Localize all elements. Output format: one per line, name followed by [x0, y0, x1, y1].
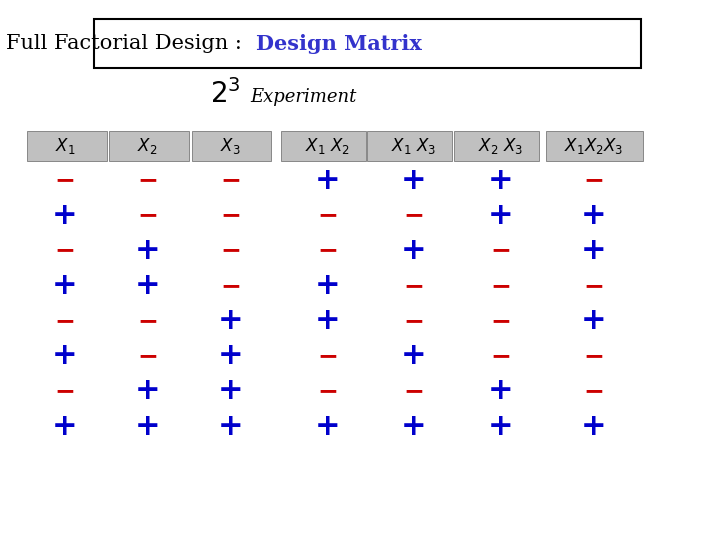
Text: +: + [401, 166, 427, 195]
Text: +: + [315, 166, 341, 195]
Text: −: − [583, 168, 605, 192]
Text: Design Matrix: Design Matrix [256, 33, 421, 54]
Text: $2^3$: $2^3$ [210, 79, 241, 110]
Text: −: − [54, 379, 76, 403]
Text: −: − [137, 309, 158, 333]
Text: +: + [401, 341, 427, 370]
Text: −: − [317, 239, 338, 262]
Text: −: − [403, 379, 425, 403]
Text: +: + [135, 411, 161, 441]
Text: +: + [315, 306, 341, 335]
Text: +: + [52, 201, 78, 230]
Text: −: − [220, 239, 241, 262]
Text: −: − [220, 204, 241, 227]
Text: +: + [487, 166, 513, 195]
Text: +: + [217, 376, 243, 406]
Text: −: − [490, 309, 511, 333]
FancyBboxPatch shape [192, 131, 271, 160]
Text: $\mathit{X}_2$: $\mathit{X}_2$ [138, 136, 158, 156]
Text: $\mathit{X}_2\ \mathit{X}_3$: $\mathit{X}_2\ \mathit{X}_3$ [478, 136, 523, 156]
Text: −: − [490, 344, 511, 368]
Text: +: + [487, 201, 513, 230]
Text: −: − [583, 379, 605, 403]
Text: +: + [401, 236, 427, 265]
Text: +: + [581, 411, 607, 441]
Text: −: − [490, 274, 511, 298]
Text: $\mathit{X}_3$: $\mathit{X}_3$ [220, 136, 240, 156]
Text: Full Factorial Design :: Full Factorial Design : [6, 34, 248, 53]
Text: $\mathit{X}_1\ \mathit{X}_2$: $\mathit{X}_1\ \mathit{X}_2$ [305, 136, 350, 156]
Text: −: − [137, 344, 158, 368]
Text: −: − [403, 309, 425, 333]
Text: Experiment: Experiment [251, 88, 357, 106]
Text: −: − [54, 239, 76, 262]
Text: $\mathit{X}_1\ \mathit{X}_3$: $\mathit{X}_1\ \mathit{X}_3$ [392, 136, 436, 156]
FancyBboxPatch shape [454, 131, 539, 160]
Text: −: − [54, 309, 76, 333]
Text: +: + [52, 271, 78, 300]
Text: +: + [217, 411, 243, 441]
Text: $\mathit{X}_1$: $\mathit{X}_1$ [55, 136, 75, 156]
Text: −: − [220, 274, 241, 298]
Text: −: − [220, 168, 241, 192]
FancyBboxPatch shape [94, 19, 641, 68]
Text: −: − [137, 204, 158, 227]
Text: −: − [317, 344, 338, 368]
Text: +: + [52, 341, 78, 370]
Text: +: + [217, 306, 243, 335]
Text: +: + [487, 411, 513, 441]
Text: +: + [315, 411, 341, 441]
FancyBboxPatch shape [109, 131, 189, 160]
Text: +: + [315, 271, 341, 300]
Text: −: − [137, 168, 158, 192]
Text: −: − [403, 204, 425, 227]
Text: +: + [135, 271, 161, 300]
Text: +: + [581, 306, 607, 335]
FancyBboxPatch shape [367, 131, 452, 160]
Text: −: − [583, 344, 605, 368]
FancyBboxPatch shape [281, 131, 366, 160]
Text: +: + [487, 376, 513, 406]
Text: −: − [490, 239, 511, 262]
FancyBboxPatch shape [546, 131, 643, 160]
Text: $\mathit{X}_1\mathit{X}_2\mathit{X}_3$: $\mathit{X}_1\mathit{X}_2\mathit{X}_3$ [564, 136, 624, 156]
Text: +: + [135, 236, 161, 265]
Text: +: + [581, 201, 607, 230]
Text: −: − [317, 379, 338, 403]
Text: −: − [317, 204, 338, 227]
Text: +: + [135, 376, 161, 406]
Text: −: − [403, 274, 425, 298]
Text: −: − [54, 168, 76, 192]
Text: +: + [401, 411, 427, 441]
Text: +: + [217, 341, 243, 370]
FancyBboxPatch shape [27, 131, 107, 160]
Text: +: + [52, 411, 78, 441]
Text: +: + [581, 236, 607, 265]
Text: −: − [583, 274, 605, 298]
